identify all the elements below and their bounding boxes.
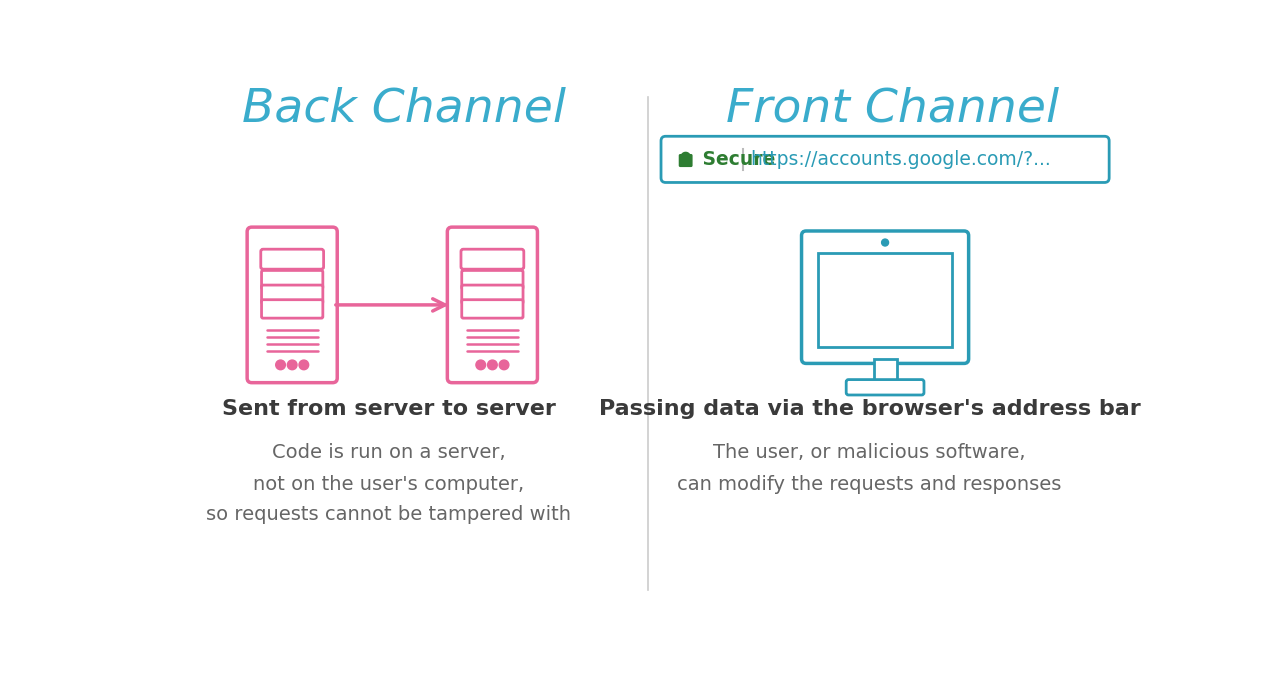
FancyBboxPatch shape <box>460 249 524 269</box>
Circle shape <box>287 360 297 370</box>
Text: https://accounts.google.com/?...: https://accounts.google.com/?... <box>750 150 1051 169</box>
Circle shape <box>276 360 286 370</box>
FancyBboxPatch shape <box>662 136 1109 182</box>
Text: The user, or malicious software,
can modify the requests and responses: The user, or malicious software, can mod… <box>678 443 1061 494</box>
FancyBboxPatch shape <box>262 285 323 303</box>
Text: Code is run on a server,
not on the user's computer,
so requests cannot be tampe: Code is run on a server, not on the user… <box>206 443 571 524</box>
Circle shape <box>487 360 497 370</box>
FancyBboxPatch shape <box>462 271 522 289</box>
Text: Secure: Secure <box>697 150 775 169</box>
FancyBboxPatch shape <box>262 300 323 318</box>
Text: Sent from server to server: Sent from server to server <box>221 399 555 419</box>
Bar <box>817 254 953 347</box>
Text: Front Channel: Front Channel <box>726 86 1059 131</box>
FancyBboxPatch shape <box>679 154 693 167</box>
Circle shape <box>299 360 309 370</box>
Bar <box>874 359 897 382</box>
FancyBboxPatch shape <box>846 379 923 395</box>
FancyBboxPatch shape <box>448 227 538 383</box>
FancyBboxPatch shape <box>261 249 324 269</box>
Text: Back Channel: Back Channel <box>242 86 565 131</box>
FancyBboxPatch shape <box>462 300 522 318</box>
FancyBboxPatch shape <box>247 227 338 383</box>
Circle shape <box>882 239 888 246</box>
Circle shape <box>500 360 509 370</box>
FancyBboxPatch shape <box>262 271 323 289</box>
FancyBboxPatch shape <box>802 231 969 363</box>
Text: Passing data via the browser's address bar: Passing data via the browser's address b… <box>598 399 1141 419</box>
FancyBboxPatch shape <box>462 285 522 303</box>
Circle shape <box>476 360 486 370</box>
